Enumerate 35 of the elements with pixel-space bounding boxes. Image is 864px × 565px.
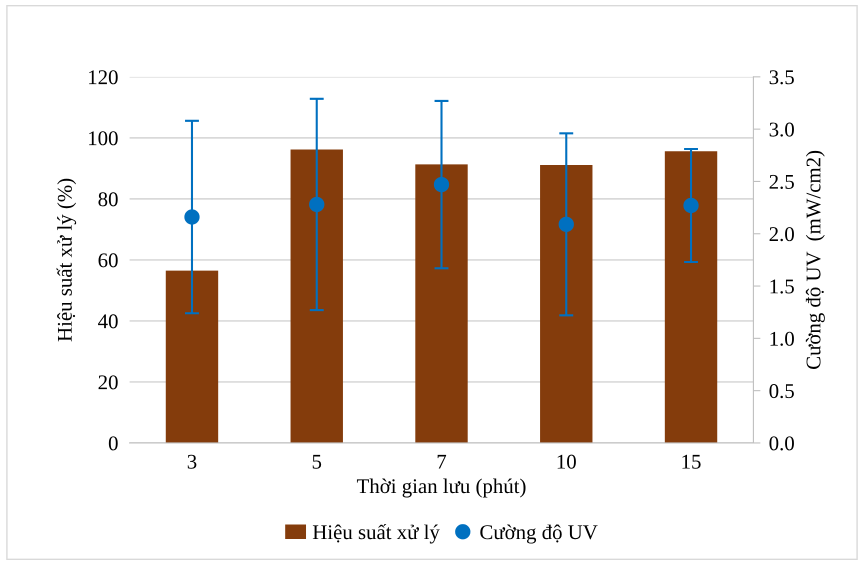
bar [166,270,218,443]
y-tick-label: 80 [98,192,118,206]
y-tick-label: 20 [98,375,118,390]
y2-tick-label: 3.0 [770,122,794,137]
y2-tick-label: 0.0 [769,436,794,450]
x-tick-label: 7 [438,454,446,469]
y-tick-label: 40 [98,314,118,328]
point [309,196,324,212]
y2-tick-label: 0.5 [769,384,794,398]
y2-axis-title: Cường độ UV (mW/cm2) [806,150,825,369]
y2-tick-label: 2.5 [770,174,794,189]
bar [290,149,343,443]
y-axis-title: Hiệu suất xử lý (%) [56,178,76,342]
y2-tick-label: 1.0 [770,332,794,346]
x-tick-label: 10 [558,454,576,469]
legend-label: Cường độ UV [480,524,598,544]
x-tick-label: 3 [188,454,196,469]
y-tick-label: 60 [98,253,118,268]
x-tick-label: 15 [682,454,701,469]
y2-tick-label: 2.0 [770,227,794,242]
y2-tick-label: 3.5 [770,70,794,84]
y-tick-label: 120 [89,70,118,84]
point [434,176,450,192]
bar [540,165,592,443]
bar [415,164,468,443]
point [184,209,200,225]
point [683,198,699,214]
x-tick-label: 5 [312,454,322,469]
y-tick-label: 0 [108,436,118,450]
legend-label: Hiệu suất xử lý [312,524,440,544]
bar [664,151,718,443]
point [558,216,574,232]
x-axis-title: Thời gian lưu (phút) [356,478,526,498]
y-tick-label: 100 [89,131,118,146]
y2-tick-label: 1.5 [770,280,794,294]
